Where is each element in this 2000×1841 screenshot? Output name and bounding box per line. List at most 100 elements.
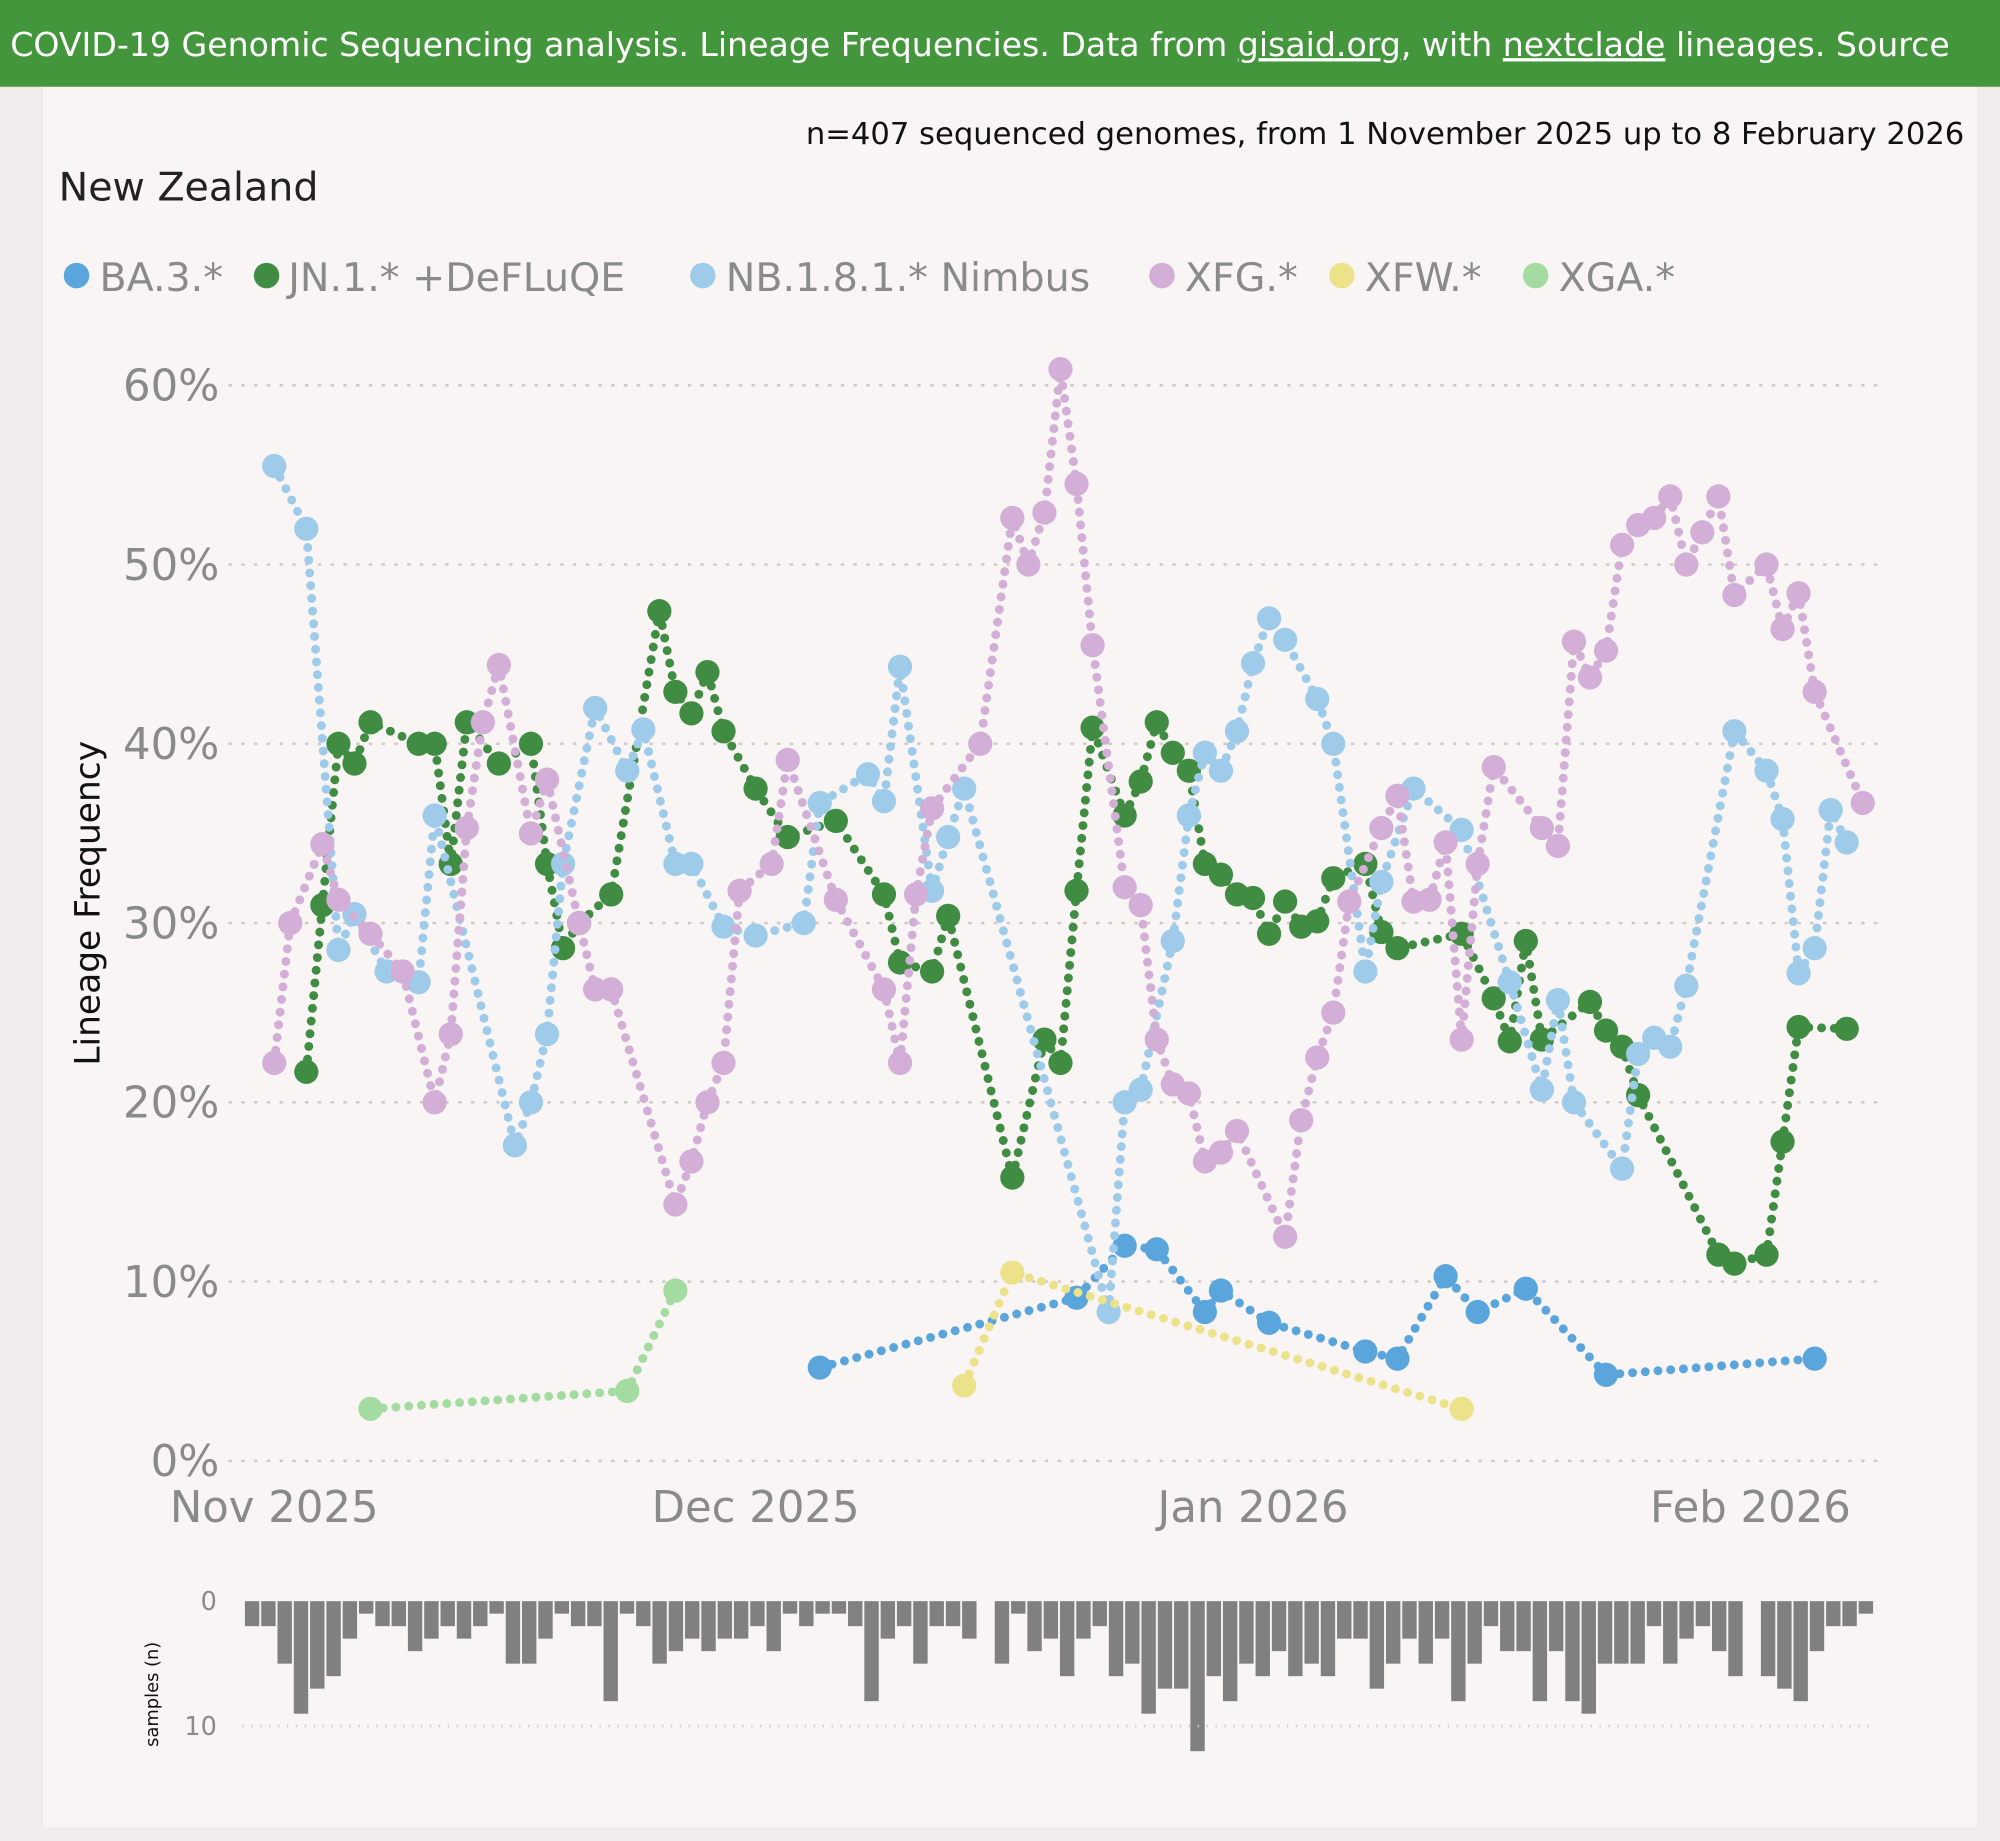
sample-bar [896,1601,912,1627]
bar-y-tick-label: 0 [201,1587,217,1617]
data-point [952,1373,977,1398]
sample-bar [603,1601,618,1702]
x-axis-ticks: Nov 2025 Dec 2025 Jan 2026 Feb 2026 [170,1483,1851,1533]
data-point [1128,1077,1153,1102]
sample-bar [1663,1601,1678,1664]
data-point [1577,989,1603,1015]
sample-bar [880,1601,896,1639]
nextclade-link[interactable]: nextclade [1503,25,1666,64]
series-ba-3 [807,1233,1827,1387]
data-point [615,758,640,783]
data-point [1032,500,1057,525]
data-point [278,910,303,936]
series-nb-1-8-1-nimbus [262,453,1859,1325]
legend-label: XFG.* [1185,255,1298,301]
sample-bar [456,1601,472,1639]
sample-bar [1337,1601,1352,1639]
y-tick-label: 40% [123,720,219,770]
data-point [1609,532,1635,557]
gisaid-link[interactable]: gisaid.org [1238,25,1401,64]
y-tick-label: 20% [123,1079,219,1129]
sample-bar [1222,1601,1238,1702]
data-point [599,882,624,907]
sample-bar [1076,1601,1091,1639]
data-point [855,762,881,787]
legend-marker-icon [690,262,716,289]
data-point [390,959,415,984]
data-point [1802,679,1827,704]
data-point [1353,959,1378,984]
sample-bar [407,1601,423,1652]
data-point [438,1022,463,1047]
data-point [1818,798,1843,823]
sample-bar [1630,1601,1645,1664]
sample-bar [1434,1601,1450,1639]
sample-bar [538,1601,553,1639]
data-point [1000,1165,1025,1190]
sample-bar [1548,1601,1564,1652]
x-tick-label: Dec 2025 [652,1483,860,1533]
data-point [1208,758,1234,783]
sample-bar [1418,1601,1433,1664]
data-point [663,1278,688,1303]
data-point [711,719,736,744]
data-point [679,851,704,877]
data-point [326,937,351,963]
sample-bar [1451,1601,1466,1702]
data-point [1529,815,1554,841]
sample-bar [1271,1601,1287,1652]
data-point [262,453,287,479]
data-point [1273,627,1298,652]
data-point [1802,936,1827,961]
data-point [550,936,576,961]
data-point [1064,1285,1089,1310]
data-point [936,903,961,929]
data-point [1256,1310,1282,1335]
series-layer [262,357,1875,1421]
sample-bar [913,1601,928,1664]
data-point [775,824,800,850]
data-point [887,950,913,975]
data-point [1802,1346,1827,1371]
sample-bar [766,1601,781,1652]
data-point [1385,783,1410,808]
data-point [1385,1346,1410,1371]
sample-bar [1320,1601,1336,1677]
legend-label: XFW.* [1365,255,1482,301]
data-point [695,659,720,685]
data-point [1000,505,1025,531]
data-point [695,1090,720,1115]
sample-bar [1353,1601,1368,1639]
data-point [310,832,335,857]
data-point [1674,552,1699,577]
data-point [534,767,560,792]
x-tick-label: Nov 2025 [170,1483,379,1533]
x-tick-label: Jan 2026 [1155,1483,1349,1533]
data-point [871,789,897,814]
data-point [1754,1242,1779,1267]
data-point [920,796,945,821]
data-point [743,776,768,801]
sample-bar [244,1601,260,1627]
data-point [1786,581,1811,606]
sample-bar [1679,1601,1694,1639]
data-point [1224,1118,1250,1144]
sample-bar [717,1601,733,1639]
data-point [968,731,993,756]
data-point [1369,815,1394,841]
data-point [1850,790,1875,816]
sample-bar [342,1601,358,1639]
sample-bar [994,1601,1010,1664]
sample-bar [1516,1601,1531,1652]
sample-bar [750,1601,765,1627]
sample-bar [1092,1601,1107,1627]
data-point [294,1059,319,1084]
sample-bars [244,1601,1874,1752]
sample-bar [1255,1601,1270,1677]
data-point [1834,1016,1859,1041]
data-point [1176,1081,1201,1106]
data-point [486,652,511,678]
data-point [583,695,608,721]
data-point [1786,1014,1811,1040]
data-point [1770,806,1795,832]
